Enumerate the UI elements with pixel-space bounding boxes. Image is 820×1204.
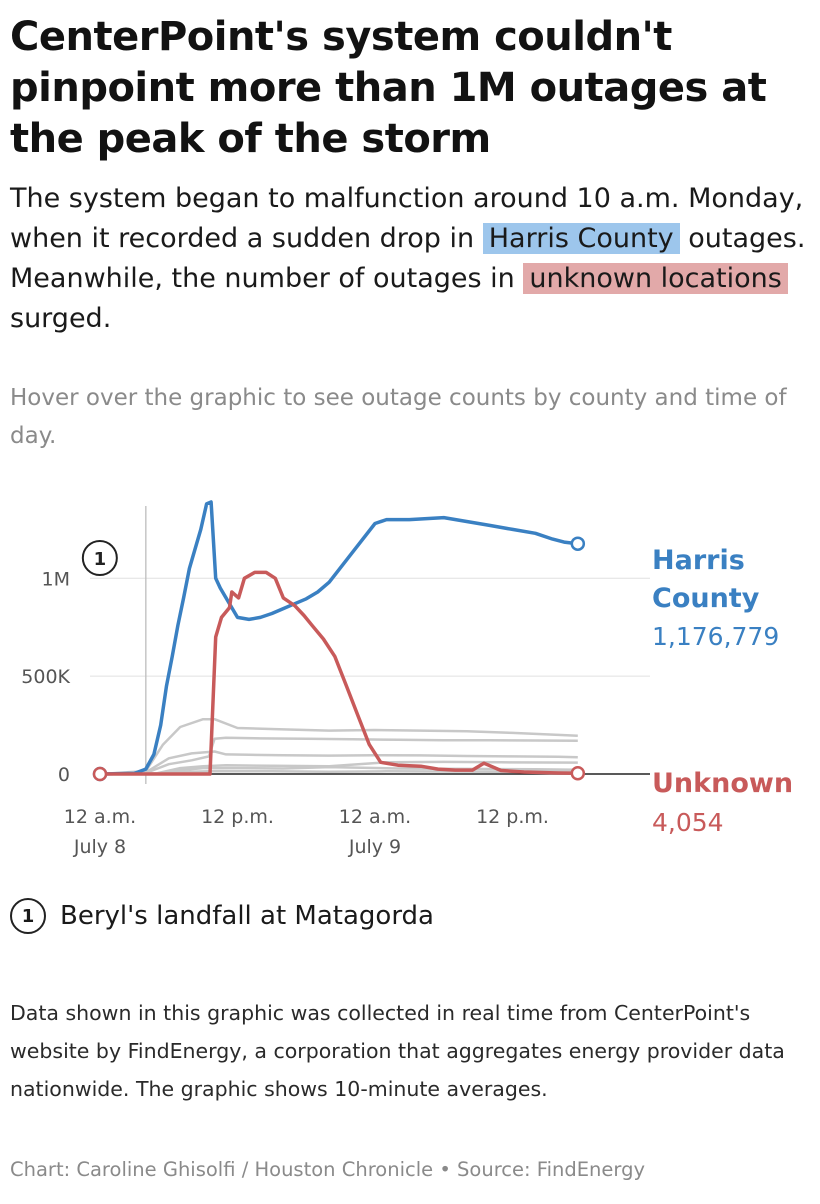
- dek-part3: surged.: [10, 303, 112, 334]
- other-county-line: [99, 717, 578, 776]
- harris-end-label-line2: County: [652, 583, 760, 614]
- dek-part1: The system began to malfunction around 1…: [10, 183, 804, 254]
- other-county-line: [99, 765, 578, 776]
- x-tick-label: 12 a.m.: [339, 806, 411, 828]
- harris-end-label: Harris: [652, 545, 745, 576]
- harris-highlight: Harris County: [482, 223, 680, 254]
- dek: The system began to malfunction around 1…: [10, 179, 810, 339]
- other-county-line: [99, 760, 578, 776]
- harris-end-point: [570, 536, 586, 551]
- outage-line-chart[interactable]: 0 500K 1M 1 12 a.m. July 8 12 p.m. 12 a.m. July …: [0, 490, 820, 870]
- hover-instruction: Hover over the graphic to see outage cou…: [10, 385, 787, 449]
- unknown-end-value: 4,054: [652, 808, 724, 837]
- other-county-line: [99, 736, 578, 776]
- harris-end-value: 1,176,779: [652, 622, 779, 651]
- annotation-text: Beryl's landfall at Matagorda: [60, 901, 434, 931]
- y-tick-label: 1M: [42, 568, 70, 590]
- unknown-end-point: [570, 765, 586, 781]
- harris-series-line: [99, 500, 579, 776]
- x-tick-label: 12 a.m.: [64, 806, 136, 828]
- x-tick-label: 12 p.m.: [201, 806, 274, 828]
- x-tick-label: 12 p.m.: [476, 806, 549, 828]
- y-tick-label: 0: [58, 764, 70, 786]
- unknown-series-line: [100, 570, 578, 776]
- landfall-marker-badge: [81, 540, 118, 576]
- annotation-badge: 1: [10, 898, 46, 934]
- y-tick-label: 500K: [21, 666, 70, 688]
- dek-part2: outages. Meanwhile, the number of outage…: [10, 223, 806, 294]
- x-tick-sublabel: July 9: [348, 836, 401, 858]
- unknown-highlight: unknown locations: [523, 263, 788, 294]
- footer-note: Data shown in this graphic was collected…: [10, 1001, 785, 1101]
- chart-credit: Chart: Caroline Ghisolfi / Houston Chron…: [10, 1158, 645, 1181]
- annotation-note: 1 Beryl's landfall at Matagorda: [10, 898, 434, 934]
- x-tick-sublabel: July 8: [73, 836, 126, 858]
- other-county-line: [99, 750, 578, 776]
- landfall-marker-number: 1: [94, 549, 107, 570]
- unknown-start-point: [92, 766, 108, 782]
- headline: CenterPoint's system couldn't pinpoint m…: [10, 14, 767, 162]
- unknown-end-label: Unknown: [652, 768, 793, 799]
